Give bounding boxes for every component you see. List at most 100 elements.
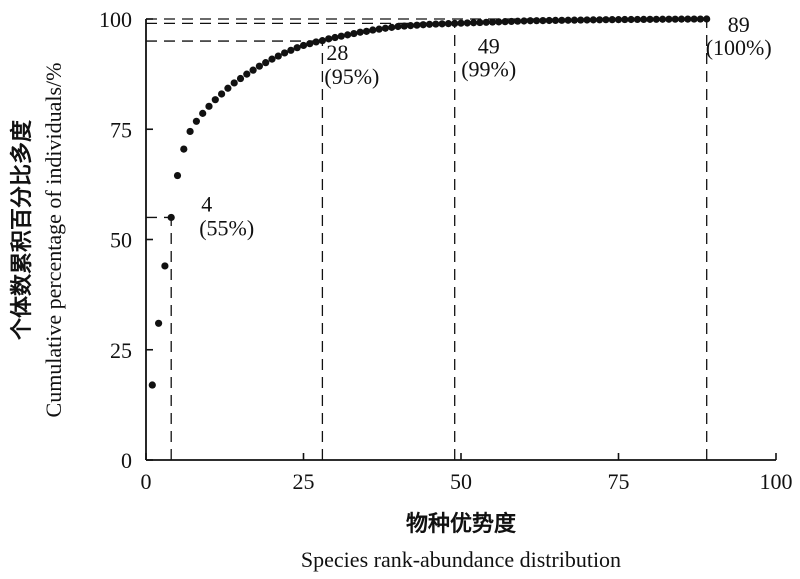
- data-point: [432, 20, 440, 28]
- data-point: [243, 70, 251, 78]
- data-point: [230, 79, 238, 87]
- data-point: [381, 24, 389, 32]
- data-point: [192, 117, 200, 125]
- data-point: [362, 27, 371, 35]
- data-point: [249, 66, 257, 74]
- data-point: [199, 109, 207, 117]
- data-point: [533, 17, 541, 25]
- data-point: [614, 16, 623, 24]
- data-point: [463, 19, 471, 27]
- data-point: [205, 102, 213, 110]
- data-point: [388, 23, 396, 31]
- data-point: [577, 16, 585, 24]
- data-point: [344, 31, 352, 39]
- data-point: [457, 19, 465, 27]
- data-point: [255, 62, 263, 70]
- data-point: [520, 17, 528, 25]
- data-point: [564, 16, 572, 24]
- y-tick-label: 75: [110, 117, 132, 142]
- x-axis-title-en: Species rank-abundance distribution: [301, 547, 621, 572]
- data-point: [495, 18, 503, 26]
- annotation-rank: 4: [201, 191, 212, 216]
- data-point: [602, 16, 610, 24]
- data-point: [293, 44, 301, 52]
- data-point: [551, 16, 560, 25]
- y-tick-label: 0: [121, 448, 132, 473]
- x-tick-label: 75: [608, 469, 630, 494]
- data-point: [583, 16, 591, 24]
- annotation-percent: (95%): [324, 64, 379, 89]
- data-point: [262, 59, 270, 67]
- data-point: [526, 17, 534, 25]
- y-tick-label: 50: [110, 228, 132, 253]
- y-axis-title-cn: 个体数累积百分比多度: [9, 119, 35, 340]
- y-axis-title-en: Cumulative percentage of individuals/%: [41, 63, 66, 418]
- data-point: [677, 15, 686, 23]
- annotation-percent: (55%): [199, 215, 254, 240]
- data-point: [470, 19, 478, 27]
- annotation-rank: 28: [326, 40, 348, 65]
- data-point: [148, 381, 156, 389]
- data-point: [218, 90, 226, 98]
- x-tick-label: 0: [141, 469, 152, 494]
- data-point: [608, 16, 616, 24]
- data-point: [274, 52, 282, 60]
- x-tick-label: 50: [450, 469, 472, 494]
- data-point: [652, 15, 660, 23]
- data-point: [646, 15, 654, 23]
- x-axis-title-cn: 物种优势度: [406, 511, 517, 537]
- y-tick-label: 100: [99, 7, 132, 32]
- annotation-rank: 49: [478, 33, 500, 58]
- data-point: [684, 15, 692, 23]
- data-point: [325, 35, 333, 43]
- data-point: [545, 16, 553, 25]
- data-point: [413, 21, 421, 29]
- data-point: [507, 17, 515, 26]
- data-point: [501, 18, 509, 26]
- data-point: [425, 20, 434, 28]
- data-point: [476, 18, 484, 27]
- data-point: [180, 145, 188, 153]
- data-point: [394, 22, 402, 31]
- data-point: [665, 15, 673, 23]
- data-point: [482, 18, 490, 26]
- data-point: [337, 32, 345, 40]
- data-point: [419, 21, 427, 29]
- data-point: [268, 55, 276, 63]
- x-tick-label: 25: [293, 469, 315, 494]
- data-point: [407, 22, 415, 30]
- data-point: [236, 74, 245, 83]
- data-point: [671, 15, 679, 23]
- data-point: [281, 49, 289, 57]
- data-point: [400, 22, 408, 30]
- data-point: [596, 16, 604, 24]
- data-point: [369, 26, 377, 34]
- data-point: [690, 15, 698, 23]
- annotation-percent: (100%): [706, 35, 772, 60]
- annotation-rank: 89: [728, 12, 750, 37]
- data-point: [558, 16, 566, 24]
- data-point: [350, 29, 358, 38]
- data-point: [696, 15, 705, 23]
- data-point: [312, 38, 320, 46]
- data-point: [621, 15, 629, 24]
- data-point: [287, 46, 295, 54]
- data-point: [451, 19, 459, 28]
- data-point: [306, 40, 314, 48]
- data-point: [444, 20, 452, 28]
- data-point: [318, 37, 326, 45]
- data-point: [211, 96, 219, 104]
- data-point: [173, 171, 182, 180]
- data-point: [331, 33, 339, 42]
- data-point: [589, 16, 597, 24]
- data-point: [627, 15, 635, 24]
- x-tick-label: 100: [760, 469, 793, 494]
- data-point: [161, 262, 169, 270]
- data-point: [570, 16, 579, 24]
- annotation-percent: (99%): [461, 56, 516, 81]
- data-point: [356, 28, 364, 36]
- data-point: [539, 16, 547, 25]
- data-point: [155, 319, 163, 327]
- data-point: [299, 41, 308, 50]
